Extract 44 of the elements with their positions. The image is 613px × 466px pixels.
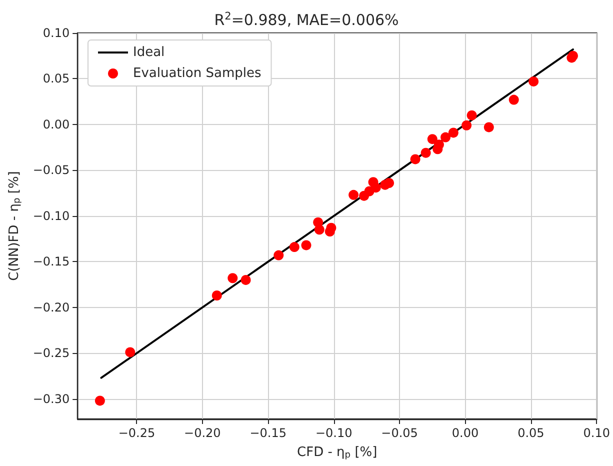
x-tick-label: 0.05: [518, 426, 544, 440]
point: [240, 274, 251, 285]
point: [484, 122, 494, 132]
y-tick-label: −0.25: [32, 346, 70, 360]
point: [370, 182, 381, 193]
point: [326, 222, 336, 233]
x-axis-title: CFD - ηp [%]: [297, 444, 378, 460]
point: [94, 396, 105, 406]
point: [528, 76, 539, 86]
point: [212, 290, 222, 301]
x-tick-label: −0.25: [118, 426, 156, 440]
legend-label: Ideal: [133, 45, 165, 60]
y-tick-label: 0.00: [42, 117, 70, 132]
point: [228, 273, 238, 284]
point: [314, 224, 324, 235]
y-tick-label: −0.05: [32, 163, 70, 178]
point: [384, 178, 394, 188]
y-tick-label: 0.05: [42, 72, 70, 86]
point: [508, 94, 519, 105]
y-tick-label: −0.20: [32, 300, 70, 314]
point: [348, 190, 359, 200]
point: [440, 132, 451, 142]
x-tick-label: 0.00: [452, 426, 479, 440]
point: [466, 110, 477, 120]
x-tick-label: −0.20: [184, 426, 221, 440]
point: [274, 250, 284, 260]
y-axis-title: C(NN)FD - ηp [%]: [7, 171, 22, 281]
y-tick-label: 0.10: [42, 26, 70, 40]
y-tick-label: −0.10: [32, 208, 70, 223]
y-tick-label: −0.15: [32, 254, 70, 269]
x-tick-label: −0.10: [315, 426, 352, 440]
x-tick-label: 0.10: [583, 426, 610, 440]
x-tick-label: −0.05: [381, 426, 418, 440]
point: [420, 148, 431, 158]
point: [125, 347, 136, 358]
point: [448, 128, 458, 138]
point: [427, 134, 438, 144]
point: [301, 240, 312, 250]
point: [410, 154, 420, 164]
point: [462, 120, 472, 130]
x-tick-label: −0.15: [250, 426, 287, 440]
legend-label: Evaluation Samples: [133, 66, 262, 81]
y-tick-label: −0.30: [32, 392, 70, 406]
point: [289, 242, 300, 252]
